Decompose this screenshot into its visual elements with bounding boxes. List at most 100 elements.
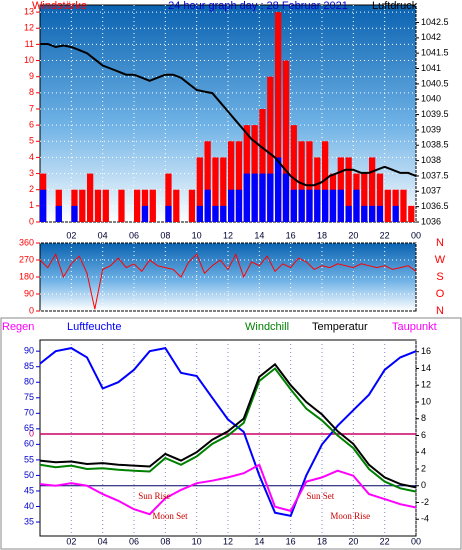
- annotation: Sun Set: [307, 491, 335, 501]
- wind-bar: [345, 157, 352, 222]
- wind-bar: [329, 189, 337, 222]
- wind-bar: [353, 189, 360, 222]
- y-tick-label: 6: [29, 120, 34, 130]
- y-tick-label: 9: [29, 71, 34, 81]
- wind-bar: [55, 189, 62, 222]
- y-tick-label: 12: [24, 23, 34, 33]
- y-tick-label: 75: [24, 392, 34, 402]
- x-tick-label: 04: [98, 230, 108, 240]
- y2-tick-label: 1039: [421, 124, 441, 134]
- y-tick-label: 270: [19, 254, 34, 264]
- direction-label: O: [436, 288, 445, 300]
- x-tick-label: 16: [286, 536, 296, 546]
- wind-bar: [259, 108, 266, 222]
- series-line: [39, 463, 417, 516]
- legend-entry: Taupunkt: [392, 321, 437, 333]
- y-tick-label: 70: [24, 408, 34, 418]
- wind-bar: [220, 205, 227, 222]
- y2-tick-label: 0: [421, 480, 426, 490]
- y2-tick-label: 1042.5: [421, 17, 449, 27]
- y2-tick-label: 1041.5: [421, 48, 449, 58]
- annotation: Sun Rise: [138, 491, 170, 501]
- y2-tick-label: 12: [421, 380, 431, 390]
- series-line: [39, 346, 417, 517]
- direction-label: W: [435, 254, 446, 266]
- direction-label: N: [436, 305, 444, 317]
- y-tick-label: 40: [24, 501, 34, 511]
- wind-bar: [196, 157, 203, 222]
- x-tick-label: 18: [317, 230, 327, 240]
- wind-bar: [149, 189, 156, 222]
- wind-bar: [228, 141, 235, 222]
- wind-bar: [220, 157, 227, 222]
- x-tick-label: 22: [380, 230, 390, 240]
- wind-bar: [71, 189, 78, 222]
- climate-frame: [0, 317, 462, 550]
- series-line: [39, 367, 417, 493]
- y-tick-label: 4: [29, 152, 34, 162]
- y2-tick-label: 1038: [421, 155, 441, 165]
- wind-bar: [235, 141, 243, 222]
- wind-bar: [282, 173, 290, 222]
- y2-tick-label: 2: [421, 463, 426, 473]
- wind-bar: [282, 60, 290, 222]
- y2-tick-label: 1036: [421, 216, 441, 226]
- x-tick-label: 14: [254, 230, 264, 240]
- y2-tick-label: 4: [421, 447, 426, 457]
- series-line: [40, 43, 417, 187]
- wind-bar: [71, 205, 78, 222]
- y-tick-label: 13: [24, 6, 34, 16]
- y-tick-label: 60: [24, 439, 34, 449]
- wind-bar: [102, 189, 109, 222]
- x-tick-label: 04: [98, 536, 108, 546]
- wind-bar: [251, 173, 258, 222]
- left-label: Windstärke: [32, 0, 87, 12]
- wind-bar: [141, 189, 149, 222]
- climate-panel: [39, 339, 417, 537]
- x-tick-label: 20: [348, 536, 358, 546]
- rain-label: Regen: [2, 321, 34, 333]
- wind-bar: [267, 76, 274, 222]
- y-tick-label: 180: [19, 271, 34, 281]
- x-tick-label: 22: [380, 536, 390, 546]
- y2-tick-label: 10: [421, 396, 431, 406]
- wind-bar: [134, 189, 141, 222]
- y-tick-label: 65: [24, 423, 34, 433]
- y-tick-label: 85: [24, 361, 34, 371]
- rain-zero-label: 0: [29, 428, 34, 438]
- y2-tick-label: 1040.5: [421, 78, 449, 88]
- x-tick-label: 12: [223, 230, 233, 240]
- annotation: Moon Set: [152, 511, 188, 521]
- x-tick-label: 06: [129, 230, 139, 240]
- x-tick-label: 00: [411, 230, 421, 240]
- y-tick-label: 45: [24, 485, 34, 495]
- x-tick-label: 02: [66, 536, 76, 546]
- y-tick-label: 7: [29, 103, 34, 113]
- wind-bar: [40, 189, 47, 222]
- wind-bar: [322, 141, 329, 222]
- y2-tick-label: 8: [421, 413, 426, 423]
- wind-bar: [141, 205, 149, 222]
- y2-tick-label: 1038.5: [421, 140, 449, 150]
- wind-bar: [400, 189, 407, 222]
- x-tick-label: 10: [192, 230, 202, 240]
- wind-bar: [361, 173, 368, 222]
- y2-tick-label: -4: [421, 514, 429, 524]
- wind-bar: [290, 189, 297, 222]
- wind-bar: [196, 205, 203, 222]
- wind-bar: [79, 189, 86, 222]
- y-tick-label: 90: [24, 346, 34, 356]
- wind-bar: [314, 189, 321, 222]
- wind-bar: [212, 205, 219, 222]
- y-tick-label: 11: [25, 39, 34, 49]
- wind-bar: [369, 205, 376, 222]
- y2-tick-label: 1041: [421, 63, 441, 73]
- x-tick-label: 08: [160, 536, 170, 546]
- x-tick-label: 20: [348, 230, 358, 240]
- wind-bar: [173, 189, 180, 222]
- wind-bar: [204, 141, 211, 222]
- wind-bar: [87, 173, 94, 222]
- y2-tick-label: 1040: [421, 94, 441, 104]
- wind-bar: [275, 12, 282, 222]
- x-tick-label: 08: [160, 230, 170, 240]
